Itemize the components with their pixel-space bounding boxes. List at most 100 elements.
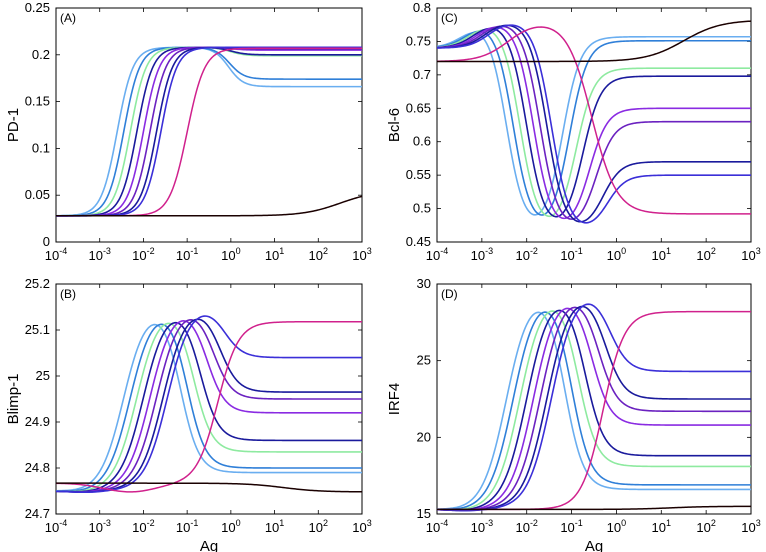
x-tick-label: 100 (221, 518, 240, 535)
x-tick-label: 10-3 (88, 246, 110, 263)
y-tick-label: 20 (417, 429, 431, 444)
x-tick-label: 10-3 (471, 246, 493, 263)
series-line-8 (437, 24, 751, 224)
y-axis-label: Blimp-1 (5, 374, 22, 425)
x-tick-label: 10-1 (176, 246, 198, 263)
series-group (437, 20, 751, 224)
y-axis-label: PD-1 (5, 108, 22, 142)
y-tick-label: 25 (36, 368, 50, 383)
y-tick-label: 0 (43, 234, 50, 249)
x-tick-label: 10-1 (176, 518, 198, 535)
series-line-black (56, 482, 362, 493)
x-tick-label: 10-2 (132, 518, 154, 535)
panel-a: 10-4 10-3 10-2 10-1 100 101 102 10300.050.10.15… (5, 0, 372, 263)
series-line-magenta (437, 26, 751, 215)
x-tick-label: 100 (607, 518, 626, 535)
y-tick-label: 24.8 (25, 460, 50, 475)
x-tick-label: 10-2 (132, 246, 154, 263)
y-tick-label: 24.9 (25, 414, 50, 429)
y-tick-label: 25.1 (25, 322, 50, 337)
series-line-8 (56, 46, 362, 217)
x-tick-label: 10-1 (560, 518, 582, 535)
x-tick-label: 100 (607, 246, 626, 263)
y-tick-label: 25 (417, 353, 431, 368)
x-tick-label: 103 (352, 246, 371, 263)
y-axis-label: IRF4 (386, 383, 403, 416)
series-line-magenta (56, 320, 362, 493)
y-tick-label: 0.15 (25, 94, 50, 109)
x-tick-label: 102 (309, 518, 328, 535)
x-tick-label: 102 (696, 518, 715, 535)
series-line-magenta (56, 47, 362, 217)
series-line-7 (56, 46, 362, 217)
x-tick-label: 101 (652, 246, 671, 263)
x-tick-label: 101 (265, 246, 284, 263)
x-tick-label: 101 (652, 518, 671, 535)
panel-tag: (B) (60, 287, 76, 301)
series-line-4 (56, 46, 362, 217)
series-line-2 (56, 323, 362, 492)
y-tick-label: 0.6 (413, 134, 431, 149)
series-line-5 (437, 307, 751, 511)
series-line-3 (437, 310, 751, 511)
x-tick-label: 100 (221, 246, 240, 263)
x-tick-label: 103 (741, 246, 760, 263)
y-tick-label: 25.2 (25, 276, 50, 291)
y-tick-label: 0.05 (25, 187, 50, 202)
x-tick-label: 10-2 (515, 246, 537, 263)
series-line-1 (56, 46, 362, 217)
series-line-1 (437, 32, 751, 216)
series-line-4 (56, 321, 362, 493)
panel-d: 10-4 10-3 10-2 10-1 100 101 102 10315202530(D)I… (386, 276, 761, 552)
series-line-2 (56, 46, 362, 217)
x-tick-label: 10-3 (88, 518, 110, 535)
series-line-3 (56, 46, 362, 217)
panel-tag: (D) (441, 287, 458, 301)
x-tick-label: 10-2 (515, 518, 537, 535)
y-tick-label: 0.1 (32, 140, 50, 155)
panel-tag: (C) (441, 11, 458, 25)
panel-c: 10-4 10-3 10-2 10-1 100 101 102 1030.450.50.550… (386, 0, 761, 263)
y-tick-label: 30 (417, 276, 431, 291)
series-line-6 (437, 25, 751, 220)
x-axis-label: Ag (585, 538, 603, 552)
series-line-black (437, 20, 751, 63)
y-tick-label: 0.55 (406, 167, 431, 182)
x-tick-label: 102 (696, 246, 715, 263)
panel-tag: (A) (60, 11, 76, 25)
series-group (437, 303, 751, 512)
series-line-7 (437, 24, 751, 223)
x-tick-label: 103 (352, 518, 371, 535)
x-tick-label: 103 (741, 518, 760, 535)
x-tick-label: 10-1 (560, 246, 582, 263)
x-tick-label: 101 (265, 518, 284, 535)
series-line-4 (437, 309, 751, 511)
series-line-8 (56, 315, 362, 494)
series-line-4 (437, 27, 751, 218)
y-tick-label: 0.7 (413, 67, 431, 82)
panel-b: 10-4 10-3 10-2 10-1 100 101 102 10324.724.824.9… (5, 276, 372, 552)
y-tick-label: 24.7 (25, 506, 50, 521)
series-line-2 (437, 30, 751, 216)
series-group (56, 315, 362, 494)
series-line-6 (437, 306, 751, 512)
series-line-1 (56, 323, 362, 492)
plot-frame (436, 7, 752, 243)
series-line-black (56, 195, 362, 217)
y-axis-label: Bcl-6 (386, 108, 403, 142)
series-line-2 (437, 311, 751, 511)
series-line-6 (56, 46, 362, 217)
y-tick-label: 15 (417, 506, 431, 521)
series-group (56, 46, 362, 217)
y-tick-label: 0.5 (413, 201, 431, 216)
plot-frame (55, 7, 363, 243)
y-tick-label: 0.45 (406, 234, 431, 249)
series-line-3 (56, 322, 362, 493)
series-line-5 (56, 320, 362, 493)
y-tick-label: 0.65 (406, 100, 431, 115)
y-tick-label: 0.75 (406, 33, 431, 48)
y-tick-label: 0.8 (413, 0, 431, 15)
x-axis-label: Ag (200, 538, 218, 552)
series-line-black (437, 505, 751, 511)
